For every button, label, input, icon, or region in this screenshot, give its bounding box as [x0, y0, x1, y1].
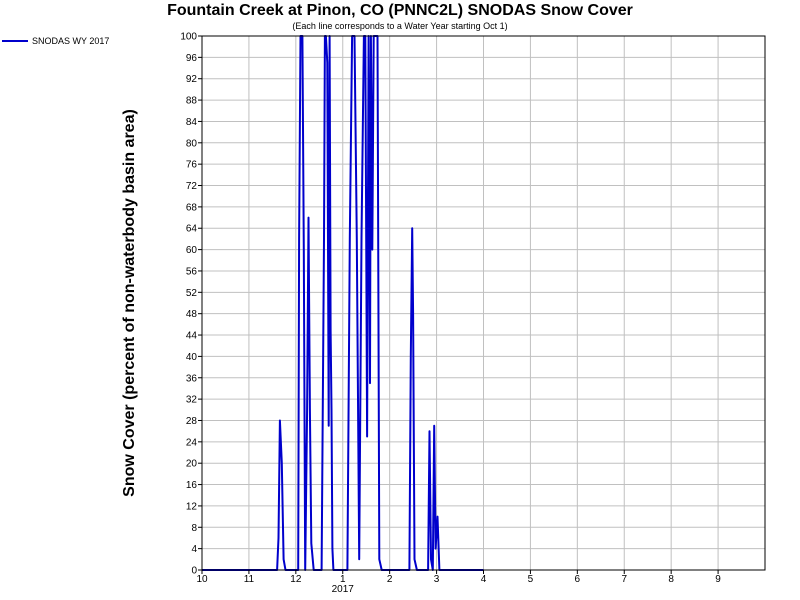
y-tick-label: 16: [186, 480, 198, 491]
x-tick-label: 5: [528, 574, 534, 585]
x-tick-label: 12: [290, 574, 302, 585]
x-tick-label: 4: [481, 574, 487, 585]
y-tick-label: 36: [186, 373, 198, 384]
y-tick-label: 80: [186, 138, 198, 149]
legend: SNODAS WY 2017: [2, 36, 109, 46]
y-tick-label: 24: [186, 437, 198, 448]
chart-subtitle: (Each line corresponds to a Water Year s…: [292, 21, 508, 31]
y-tick-label: 88: [186, 96, 198, 107]
y-tick-label: 96: [186, 53, 198, 64]
y-tick-label: 12: [186, 501, 198, 512]
grid-layer: [201, 35, 765, 571]
y-tick-label: 64: [186, 224, 198, 235]
y-tick-layer: 0481216202428323640444852566064687276808…: [180, 32, 202, 577]
x-tick-label: 11: [244, 574, 255, 585]
legend-swatch: [2, 40, 28, 42]
chart-title: Fountain Creek at Pinon, CO (PNNC2L) SNO…: [167, 2, 633, 19]
x-tick-label: 3: [434, 574, 440, 585]
y-tick-label: 40: [186, 352, 198, 363]
y-tick-label: 56: [186, 266, 198, 277]
y-tick-label: 0: [191, 566, 197, 577]
y-tick-label: 8: [191, 523, 197, 534]
y-tick-label: 76: [186, 160, 198, 171]
y-tick-label: 32: [186, 395, 198, 406]
x-tick-label: 6: [575, 574, 581, 585]
y-tick-label: 28: [186, 416, 198, 427]
x-tick-label: 10: [196, 574, 208, 585]
x-tick-layer: 10 11 12 1 2 3 4 5 6 7 8 9: [196, 570, 721, 585]
y-tick-label: 100: [180, 32, 197, 43]
y-tick-label: 44: [186, 331, 198, 342]
y-tick-label: 72: [186, 181, 198, 192]
y-tick-label: 52: [186, 288, 198, 299]
year-label: 2017: [332, 584, 355, 595]
x-tick-label: 2: [387, 574, 393, 585]
x-tick-label: 9: [715, 574, 721, 585]
x-tick-label: 8: [668, 574, 674, 585]
y-tick-label: 92: [186, 74, 198, 85]
y-tick-label: 84: [186, 117, 198, 128]
y-tick-label: 60: [186, 245, 198, 256]
y-tick-label: 4: [191, 544, 197, 555]
x-tick-label: 1: [340, 574, 346, 585]
y-tick-label: 68: [186, 202, 198, 213]
x-tick-label: 7: [621, 574, 627, 585]
y-tick-label: 48: [186, 309, 198, 320]
legend-label: SNODAS WY 2017: [32, 36, 110, 46]
y-tick-label: 20: [186, 459, 198, 470]
